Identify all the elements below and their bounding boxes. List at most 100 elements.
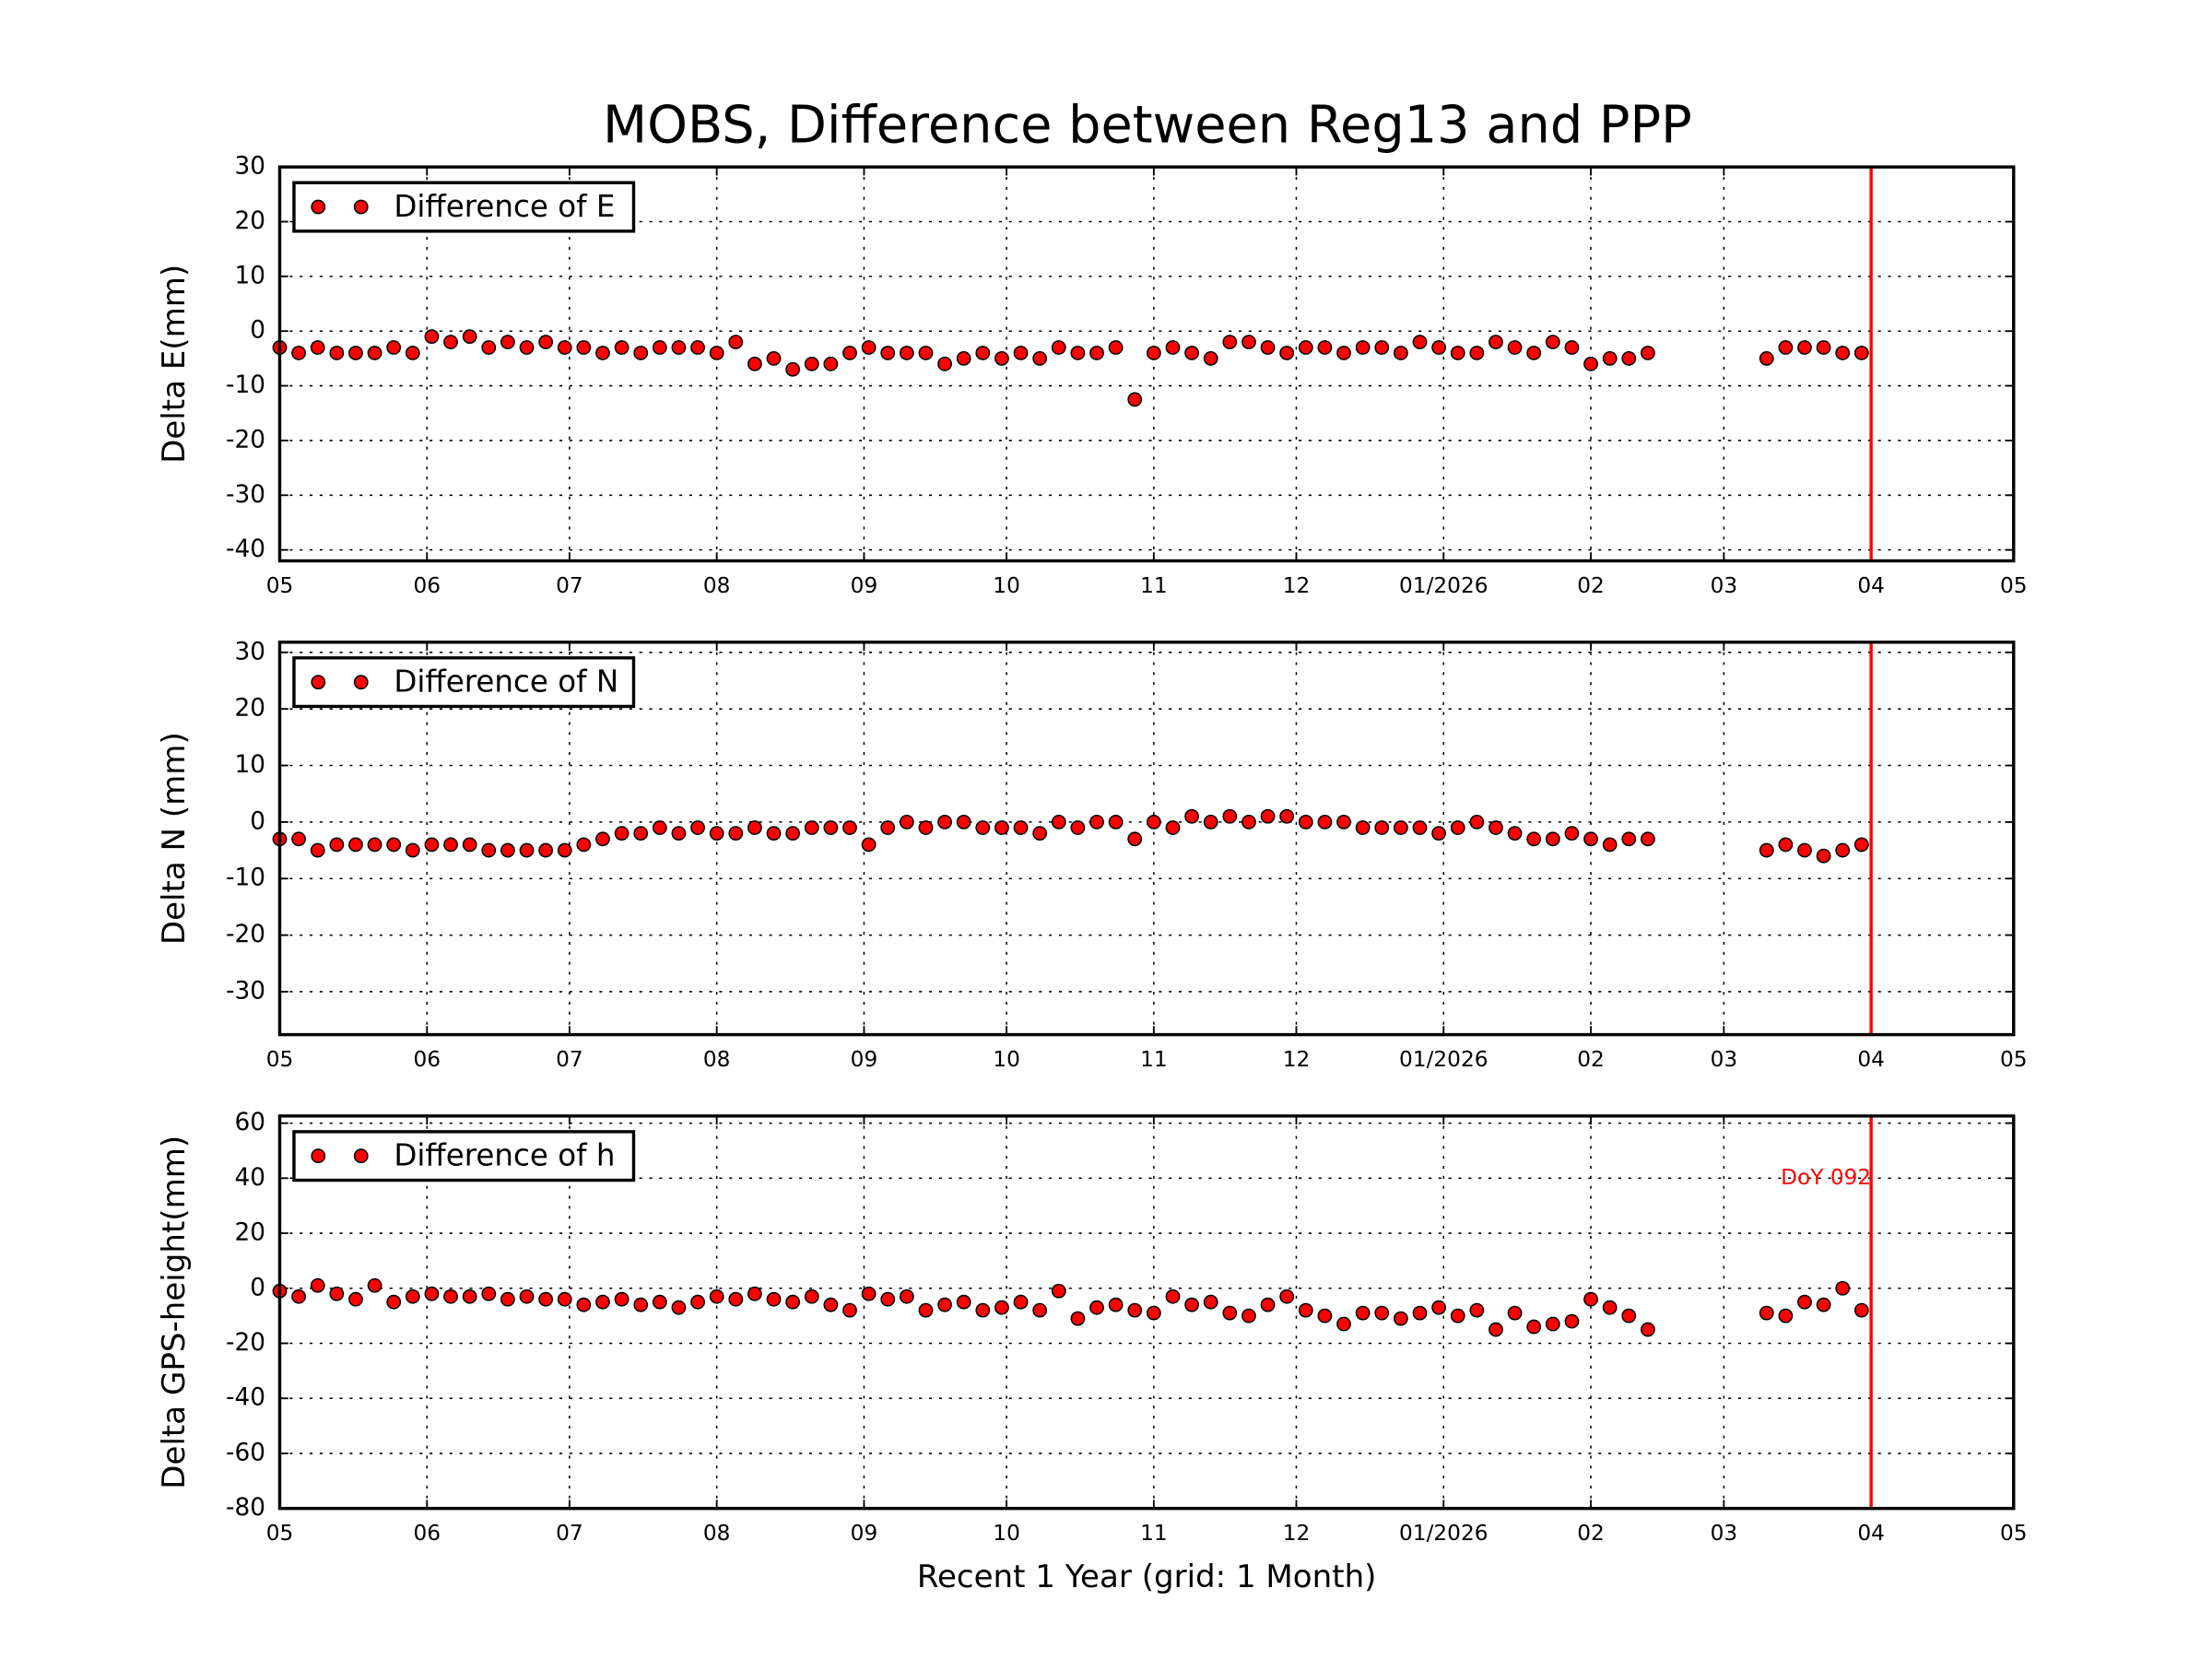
data-point xyxy=(367,837,382,853)
x-tick-label: 04 xyxy=(1857,573,1885,598)
data-point xyxy=(1089,1300,1104,1315)
data-point xyxy=(1070,1311,1086,1326)
data-point xyxy=(1816,340,1831,355)
x-axis-label: Recent 1 Year (grid: 1 Month) xyxy=(917,1559,1377,1595)
data-point xyxy=(1853,837,1869,853)
data-point xyxy=(538,842,554,858)
x-tick-label: 09 xyxy=(851,573,878,598)
data-point xyxy=(424,1286,440,1301)
data-point xyxy=(291,1288,306,1304)
data-point xyxy=(1778,837,1794,853)
data-point xyxy=(690,1294,705,1310)
x-tick-label: 02 xyxy=(1577,1521,1605,1546)
data-point xyxy=(766,826,782,841)
data-point xyxy=(1336,814,1351,830)
data-point xyxy=(576,837,592,853)
data-point xyxy=(956,814,971,830)
y-tick-label: -40 xyxy=(226,1384,265,1412)
data-point xyxy=(804,1288,819,1304)
legend-box xyxy=(292,656,636,709)
data-point xyxy=(709,346,724,360)
x-tick-label: 05 xyxy=(2000,1521,2028,1546)
data-point xyxy=(861,837,877,853)
data-point xyxy=(1222,1305,1238,1321)
x-tick-label: 11 xyxy=(1140,573,1168,598)
legend-marker xyxy=(353,675,369,690)
data-point xyxy=(310,1277,325,1293)
data-point xyxy=(1507,340,1523,355)
data-point xyxy=(1146,814,1161,830)
data-point xyxy=(937,814,952,830)
data-point xyxy=(1641,1322,1655,1337)
y-tick-label: 60 xyxy=(235,1109,265,1136)
data-point xyxy=(1759,842,1774,858)
data-point xyxy=(1641,831,1655,847)
data-point xyxy=(1279,1288,1295,1304)
x-tick-label: 10 xyxy=(993,1521,1020,1546)
x-tick-label: 07 xyxy=(556,1047,583,1072)
data-point xyxy=(747,1286,762,1301)
data-point xyxy=(519,842,535,858)
x-tick-label: 11 xyxy=(1140,1521,1168,1546)
data-point xyxy=(1070,820,1086,835)
x-tick-label: 07 xyxy=(556,573,583,598)
data-point xyxy=(405,346,420,360)
data-point xyxy=(1127,831,1143,847)
data-point xyxy=(1545,335,1560,349)
data-point xyxy=(1146,346,1161,360)
y-axis-label: Delta N (mm) xyxy=(156,732,193,945)
data-point xyxy=(1621,831,1637,847)
y-tick-label: -20 xyxy=(226,1329,265,1357)
data-point xyxy=(994,1300,1009,1315)
data-point xyxy=(918,1302,934,1318)
data-point xyxy=(1089,346,1104,360)
data-point xyxy=(1032,826,1048,841)
legend: Difference of h xyxy=(292,1130,636,1182)
data-point xyxy=(481,1286,497,1301)
data-point xyxy=(1507,826,1523,841)
data-point xyxy=(1032,1302,1048,1318)
data-point xyxy=(861,1286,877,1301)
y-tick-label: 40 xyxy=(235,1164,265,1192)
data-point xyxy=(557,340,572,355)
data-point xyxy=(633,826,649,841)
data-point xyxy=(1583,1291,1598,1307)
x-tick-label: 09 xyxy=(851,1047,878,1072)
data-point xyxy=(1835,1280,1851,1296)
data-point xyxy=(405,1288,420,1304)
x-tick-label: 11 xyxy=(1140,1047,1168,1072)
data-point xyxy=(785,826,801,841)
legend: Difference of N xyxy=(292,656,636,709)
data-point xyxy=(329,1286,345,1301)
data-point xyxy=(1488,335,1503,349)
y-tick-label: -10 xyxy=(226,371,265,399)
y-axis-label: Delta E(mm) xyxy=(156,265,193,464)
data-point xyxy=(1013,346,1029,360)
data-point xyxy=(1222,808,1238,824)
data-point xyxy=(1759,351,1774,366)
data-point xyxy=(1778,1308,1794,1324)
data-point xyxy=(1260,808,1276,824)
data-point xyxy=(880,820,896,835)
x-tick-label: 01/2026 xyxy=(1399,1521,1488,1546)
legend: Difference of E xyxy=(292,181,636,233)
x-tick-label: 06 xyxy=(413,1521,441,1546)
data-point xyxy=(1108,814,1124,830)
data-point xyxy=(348,1291,363,1307)
data-point xyxy=(386,837,402,853)
data-point xyxy=(1797,842,1812,858)
data-point xyxy=(918,820,934,835)
data-point xyxy=(1431,826,1447,841)
data-point xyxy=(842,820,857,835)
data-point xyxy=(633,1297,649,1312)
data-point xyxy=(386,340,402,355)
data-point xyxy=(405,842,420,858)
data-point xyxy=(1317,814,1333,830)
x-tick-label: 12 xyxy=(1283,1047,1311,1072)
data-point xyxy=(1298,814,1313,830)
y-axis-label: Delta GPS-height(mm) xyxy=(156,1135,193,1489)
data-point xyxy=(1488,820,1503,835)
data-point xyxy=(1621,351,1637,366)
